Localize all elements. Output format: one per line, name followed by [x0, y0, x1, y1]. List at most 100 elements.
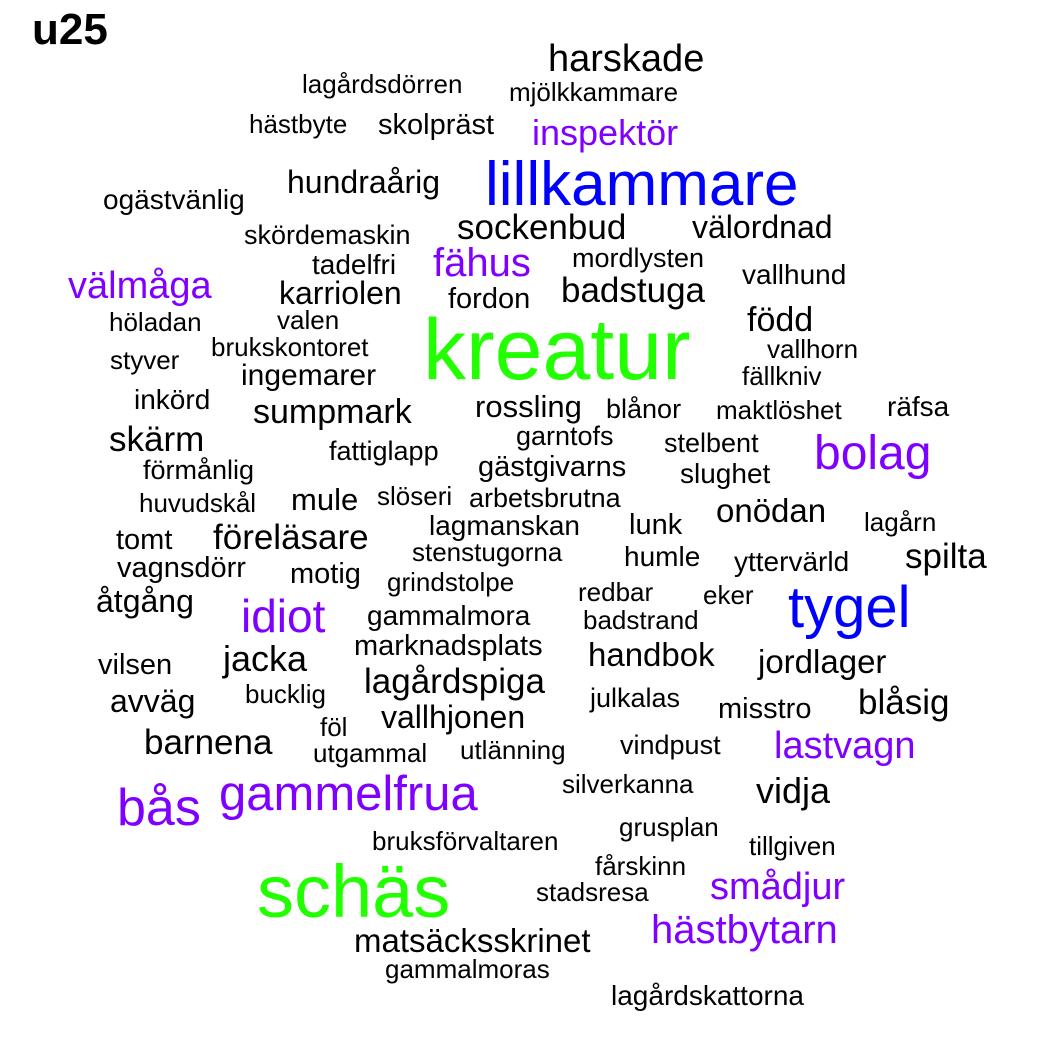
cloud-word: motig: [290, 558, 361, 590]
cloud-word: tygel: [788, 575, 911, 640]
cloud-word: humle: [624, 541, 700, 572]
cloud-word: yttervärld: [734, 546, 849, 577]
cloud-word: grindstolpe: [387, 567, 514, 597]
cloud-word: smådjur: [710, 866, 845, 908]
cloud-word: stenstugorna: [412, 537, 563, 567]
cloud-word: vindpust: [620, 730, 721, 760]
cloud-word: stelbent: [664, 428, 759, 458]
cloud-word: skolpräst: [378, 109, 494, 141]
cloud-word: lastvagn: [774, 725, 916, 767]
cloud-word: höladan: [109, 307, 202, 337]
cloud-word: gammalmora: [367, 600, 531, 631]
cloud-word: arbetsbrutna: [469, 483, 622, 513]
cloud-word: spilta: [905, 537, 987, 576]
cloud-word: silverkanna: [562, 769, 694, 799]
cloud-word: välordnad: [692, 209, 833, 245]
cloud-word: utgammal: [313, 738, 427, 768]
cloud-word: tomt: [116, 524, 172, 556]
cloud-word: född: [747, 301, 813, 339]
cloud-word: valen: [277, 305, 339, 335]
cloud-word: tadelfri: [312, 249, 396, 280]
cloud-word: ingemarer: [241, 359, 376, 392]
cloud-word: brukskontoret: [211, 332, 369, 362]
cloud-word: sumpmark: [253, 393, 413, 431]
cloud-word: ogästvänlig: [103, 184, 245, 215]
cloud-word: schäs: [257, 850, 450, 933]
cloud-word: grusplan: [619, 812, 719, 842]
cloud-word: blånor: [606, 394, 681, 424]
cloud-word: badstrand: [583, 605, 699, 635]
cloud-word: räfsa: [887, 391, 950, 422]
cloud-word: avväg: [110, 683, 195, 719]
cloud-word: stadsresa: [536, 877, 649, 907]
cloud-word: vidja: [756, 770, 831, 811]
cloud-word: fähus: [433, 241, 531, 285]
cloud-word: välmåga: [68, 265, 212, 307]
cloud-title: u25: [32, 5, 108, 54]
cloud-word: barnena: [144, 723, 273, 762]
cloud-word: föl: [320, 712, 347, 742]
cloud-word: huvudskål: [139, 488, 256, 518]
cloud-word: garntofs: [516, 421, 614, 451]
cloud-word: julkalas: [589, 683, 680, 713]
cloud-word: vallhorn: [767, 334, 858, 364]
cloud-word: lagårn: [864, 507, 936, 537]
cloud-word: lagårdskattorna: [611, 980, 804, 1011]
cloud-word: slöseri: [377, 481, 452, 511]
word-group: harskade lagårdsdörren mjölkkammare hästbyt…: [68, 38, 987, 1011]
cloud-word: hundraårig: [287, 164, 440, 200]
cloud-word: blåsig: [858, 683, 949, 722]
cloud-word: bås: [117, 779, 201, 837]
cloud-word: mjölkkammare: [509, 77, 678, 107]
cloud-word: tillgiven: [749, 831, 836, 861]
cloud-word: slughet: [680, 458, 771, 489]
cloud-word: karriolen: [279, 275, 402, 311]
cloud-word: onödan: [716, 492, 826, 529]
cloud-word: harskade: [548, 38, 704, 80]
cloud-word: förmånlig: [143, 455, 254, 485]
cloud-word: marknadsplats: [354, 630, 543, 662]
cloud-word: sockenbud: [457, 208, 626, 247]
cloud-word: vallhjonen: [381, 699, 525, 735]
cloud-word: idiot: [241, 590, 326, 642]
cloud-word: föreläsare: [213, 518, 369, 557]
cloud-word: hästbytarn: [651, 908, 838, 952]
cloud-word: fattiglapp: [329, 436, 439, 466]
cloud-word: lagårdsdörren: [302, 69, 462, 99]
cloud-word: rossling: [475, 389, 582, 424]
cloud-word: matsäcksskrinet: [354, 922, 591, 959]
cloud-word: skördemaskin: [244, 220, 411, 250]
cloud-word: gästgivarns: [478, 451, 626, 483]
cloud-word: vagnsdörr: [117, 552, 246, 584]
cloud-word: utlänning: [460, 735, 566, 765]
cloud-word: vilsen: [98, 649, 172, 681]
cloud-word: redbar: [578, 577, 653, 607]
cloud-word: åtgång: [96, 583, 194, 619]
cloud-word: skärm: [109, 420, 204, 459]
cloud-word: misstro: [718, 693, 811, 725]
cloud-word: eker: [703, 580, 754, 610]
cloud-word: lunk: [629, 509, 683, 541]
cloud-word: maktlöshet: [716, 395, 842, 425]
cloud-word: styver: [110, 345, 180, 375]
cloud-word: mule: [291, 482, 358, 517]
cloud-word: jordlager: [757, 643, 886, 680]
cloud-word: gammelfrua: [219, 767, 478, 821]
cloud-word: inspektör: [532, 112, 678, 153]
cloud-word: kreatur: [423, 302, 691, 398]
cloud-word: mordlysten: [572, 243, 704, 273]
cloud-word: bolag: [814, 427, 931, 480]
cloud-word: bucklig: [245, 679, 326, 709]
cloud-word: handbok: [588, 636, 715, 673]
cloud-word: fällkniv: [742, 361, 821, 391]
cloud-word: gammalmoras: [385, 954, 550, 984]
cloud-word: bruksförvaltaren: [372, 826, 558, 856]
cloud-word: inkörd: [134, 384, 210, 415]
cloud-word: lagårdspiga: [364, 662, 545, 701]
cloud-word: fårskinn: [595, 851, 686, 881]
cloud-word: lagmanskan: [429, 510, 580, 541]
cloud-word: lillkammare: [485, 150, 798, 219]
cloud-word: fordon: [448, 283, 530, 315]
cloud-word: jacka: [222, 638, 308, 679]
